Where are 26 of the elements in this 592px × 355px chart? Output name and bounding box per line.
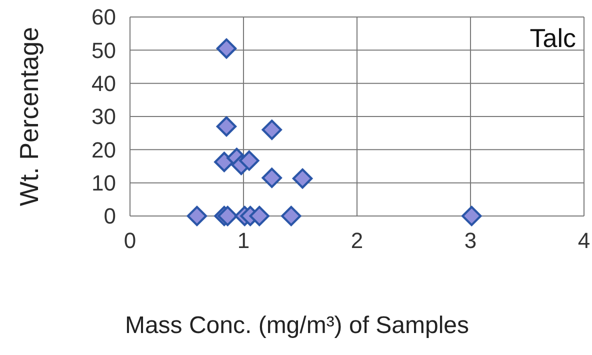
x-tick-label: 2 (350, 228, 364, 253)
x-tick-label: 3 (464, 228, 477, 253)
point (216, 116, 237, 137)
y-tick-label: 40 (92, 71, 116, 96)
point (239, 150, 260, 171)
point (218, 206, 238, 226)
y-tick-label: 60 (92, 4, 116, 30)
point (249, 206, 270, 226)
y-tick-label: 10 (92, 170, 116, 196)
point (292, 168, 313, 189)
x-tick-label: 0 (124, 228, 136, 253)
point (462, 206, 482, 226)
point (186, 206, 208, 226)
y-tick-label: 20 (92, 137, 116, 162)
x-tick-label: 1 (237, 228, 250, 253)
y-tick-label: 30 (92, 104, 116, 130)
y-tick-label: 50 (92, 38, 116, 63)
annotation: Talc (530, 23, 576, 53)
point (262, 120, 282, 140)
point (281, 206, 302, 226)
y-axis-title: Wt. Percentage (14, 26, 44, 206)
point (216, 38, 237, 59)
x-axis-title: Mass Conc. (mg/m³) of Samples (124, 312, 470, 339)
x-tick-label: 4 (578, 228, 590, 253)
point (262, 168, 282, 188)
y-tick-label: 0 (104, 204, 116, 229)
